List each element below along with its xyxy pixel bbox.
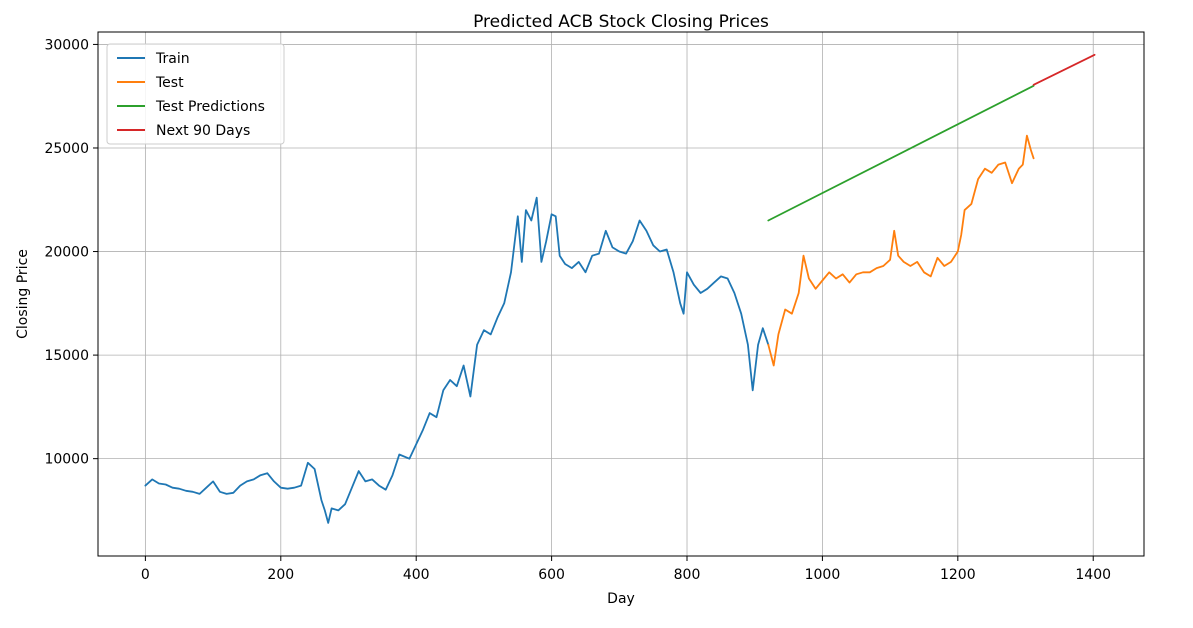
legend-entry-label: Next 90 Days [156,123,250,139]
x-tick-label: 800 [674,567,701,583]
x-tick-label: 1000 [805,567,841,583]
x-axis-label: Day [607,591,635,607]
axis-ticks: 0 200 400 600 800 1000 1200 1400 10000 15000 20000… [44,37,1111,583]
x-tick-label: 200 [267,567,294,583]
legend-box [106,43,285,145]
series-lines [144,53,1096,524]
legend-entry-label: Test Predictions [155,99,265,115]
legend: Train Test Test Predictions Next 90 Days [106,43,285,145]
y-tick-label: 25000 [44,141,89,157]
x-tick-label: 400 [403,567,430,583]
y-tick-label: 15000 [44,348,89,364]
x-tick-label: 1400 [1075,567,1111,583]
x-tick-label: 1200 [940,567,976,583]
y-tick-label: 10000 [44,452,89,468]
legend-entry-label: Train [155,51,190,67]
series-line-next-90-days [1032,53,1096,86]
series-line-test [767,134,1035,367]
x-tick-label: 0 [141,567,150,583]
y-tick-label: 20000 [44,245,89,261]
chart-title: Predicted ACB Stock Closing Prices [473,12,769,32]
y-axis-label: Closing Price [15,249,31,339]
plot-area-frame [97,31,1145,557]
x-tick-label: 600 [538,567,565,583]
legend-entry-label: Test [155,75,184,91]
series-line-test-predictions [767,84,1035,222]
series-line-train [144,196,770,524]
y-tick-label: 30000 [44,37,89,53]
